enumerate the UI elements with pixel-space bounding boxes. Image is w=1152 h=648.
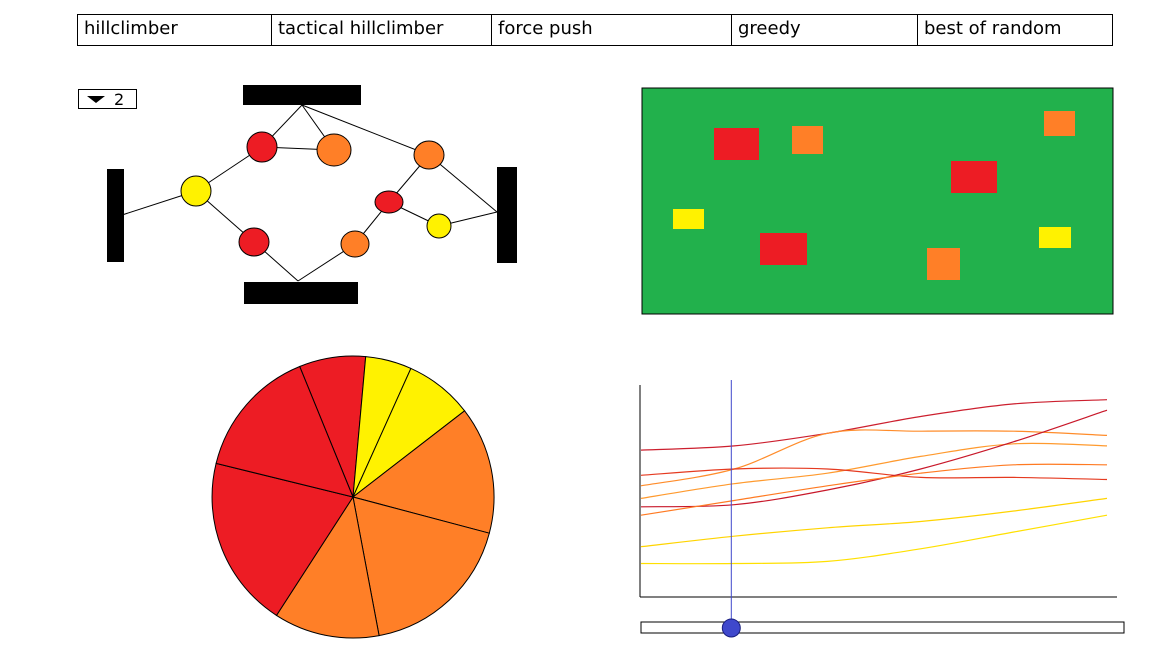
tab-greedy[interactable]: greedy bbox=[732, 15, 918, 45]
tab-best-of-random[interactable]: best of random bbox=[924, 18, 1062, 39]
network-edge bbox=[301, 104, 430, 156]
terminal-bar-left bbox=[107, 169, 124, 262]
pie-slice-red[interactable] bbox=[215, 365, 354, 498]
network-node-orange[interactable] bbox=[413, 140, 445, 170]
network-node-orange[interactable] bbox=[340, 230, 370, 258]
chevron-down-icon bbox=[87, 96, 105, 103]
series-line-8 bbox=[640, 514, 1108, 565]
pie-slice-orange[interactable] bbox=[351, 410, 495, 534]
series-line-5 bbox=[640, 409, 1108, 508]
field-block-red[interactable] bbox=[951, 161, 997, 193]
tab-force-push[interactable]: force push bbox=[492, 15, 732, 45]
view-selector-dropdown[interactable]: 2 bbox=[78, 89, 137, 109]
slider-knob[interactable] bbox=[721, 618, 741, 638]
network-nodes bbox=[180, 131, 452, 258]
pie-slice-orange[interactable] bbox=[352, 496, 490, 637]
tab-tactical-hillclimber[interactable]: tactical hillclimber bbox=[272, 15, 492, 45]
series-line-3 bbox=[640, 442, 1108, 499]
algorithm-tab-bar: hillclimber tactical hillclimber force p… bbox=[77, 14, 1113, 46]
network-node-red[interactable] bbox=[374, 190, 404, 214]
field-map bbox=[641, 87, 1114, 315]
network-node-red[interactable] bbox=[238, 227, 270, 257]
series-line-7 bbox=[640, 497, 1108, 548]
field-block-red[interactable] bbox=[760, 233, 807, 265]
field-block-orange[interactable] bbox=[1044, 111, 1075, 136]
series-line-6 bbox=[640, 463, 1108, 516]
terminal-bar-top bbox=[243, 85, 361, 105]
field-block-orange[interactable] bbox=[792, 126, 823, 154]
line-chart bbox=[639, 385, 1117, 598]
field-block-orange[interactable] bbox=[927, 248, 960, 280]
pie-slice-orange[interactable] bbox=[275, 495, 380, 639]
view-selector-value: 2 bbox=[114, 90, 125, 109]
network-diagram bbox=[121, 104, 498, 282]
timeline-slider[interactable] bbox=[640, 380, 1125, 638]
terminal-bar-right bbox=[497, 167, 517, 263]
series-line-1 bbox=[640, 399, 1108, 451]
network-terminals bbox=[107, 85, 517, 304]
series-line-2 bbox=[640, 429, 1108, 487]
network-node-yellow[interactable] bbox=[180, 175, 212, 207]
pie-slice-red[interactable] bbox=[211, 462, 354, 617]
field-block-yellow[interactable] bbox=[1039, 227, 1071, 248]
terminal-bar-bottom bbox=[244, 282, 358, 304]
series-line-4 bbox=[640, 467, 1108, 481]
field-block-yellow[interactable] bbox=[673, 209, 704, 229]
network-node-yellow[interactable] bbox=[426, 213, 452, 239]
field-block-red[interactable] bbox=[714, 128, 759, 160]
network-node-orange[interactable] bbox=[316, 133, 352, 167]
tab-hillclimber[interactable]: hillclimber bbox=[78, 15, 272, 45]
field-background bbox=[641, 87, 1114, 315]
pie-chart bbox=[211, 355, 495, 639]
network-node-red[interactable] bbox=[246, 131, 278, 163]
slider-track[interactable] bbox=[640, 621, 1125, 634]
